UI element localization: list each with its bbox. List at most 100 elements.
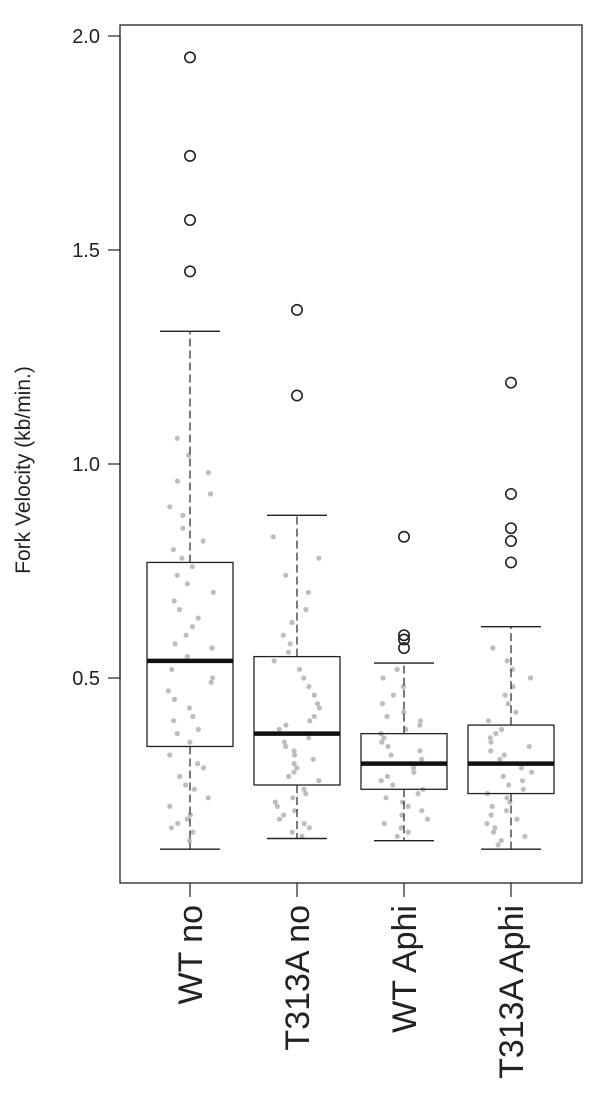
data-point bbox=[210, 675, 216, 681]
data-point bbox=[419, 756, 425, 762]
data-point bbox=[291, 748, 297, 754]
outlier-point bbox=[184, 149, 197, 162]
data-point bbox=[272, 799, 278, 805]
data-point bbox=[384, 713, 390, 720]
data-point bbox=[209, 645, 215, 651]
data-point bbox=[179, 555, 185, 561]
iqr-box bbox=[146, 561, 234, 748]
data-point bbox=[189, 624, 195, 630]
data-point bbox=[290, 795, 296, 801]
data-point bbox=[398, 825, 404, 831]
data-point bbox=[401, 709, 407, 715]
data-point bbox=[301, 786, 307, 792]
data-point bbox=[307, 718, 313, 724]
data-point bbox=[183, 632, 189, 638]
data-point bbox=[500, 773, 506, 780]
data-point bbox=[291, 761, 297, 767]
data-point bbox=[292, 752, 298, 758]
outlier-point bbox=[504, 376, 517, 389]
data-point bbox=[390, 782, 396, 788]
data-point bbox=[294, 765, 300, 771]
outlier-point bbox=[397, 629, 410, 642]
data-point bbox=[378, 778, 384, 784]
data-point bbox=[171, 598, 177, 604]
data-point bbox=[174, 731, 180, 737]
data-point bbox=[281, 739, 287, 745]
data-point bbox=[172, 641, 178, 647]
data-point bbox=[424, 816, 431, 822]
outlier-point bbox=[397, 530, 410, 543]
data-point bbox=[380, 675, 386, 681]
data-point bbox=[176, 606, 183, 613]
data-point bbox=[183, 782, 189, 788]
data-point bbox=[514, 816, 520, 822]
data-point bbox=[167, 752, 173, 758]
data-point bbox=[187, 812, 193, 818]
y-tick-label: 0.5 bbox=[72, 668, 100, 690]
data-point bbox=[287, 641, 293, 647]
data-point bbox=[385, 743, 391, 750]
data-point bbox=[394, 666, 400, 673]
jitter-points bbox=[165, 435, 535, 848]
data-point bbox=[190, 713, 196, 720]
boxes bbox=[146, 51, 555, 850]
data-point bbox=[200, 765, 207, 771]
data-point bbox=[316, 778, 322, 784]
data-point bbox=[519, 778, 526, 784]
data-point bbox=[487, 735, 493, 741]
data-point bbox=[271, 658, 277, 664]
data-point bbox=[417, 748, 423, 754]
data-point bbox=[495, 842, 501, 848]
data-point bbox=[187, 739, 193, 745]
data-point bbox=[184, 581, 190, 587]
data-point bbox=[180, 525, 186, 531]
data-point bbox=[488, 748, 494, 754]
data-point bbox=[301, 675, 307, 681]
data-point bbox=[276, 816, 283, 822]
data-point bbox=[276, 726, 282, 733]
data-point bbox=[390, 692, 396, 698]
data-point bbox=[311, 713, 317, 720]
data-point bbox=[388, 752, 394, 758]
data-point bbox=[498, 838, 504, 844]
data-point bbox=[415, 791, 421, 797]
data-point bbox=[169, 666, 175, 673]
data-point bbox=[205, 470, 211, 476]
data-point bbox=[177, 773, 183, 780]
data-point bbox=[379, 701, 386, 707]
data-point bbox=[518, 765, 525, 771]
data-point bbox=[507, 799, 513, 805]
data-point bbox=[417, 718, 424, 724]
data-point bbox=[405, 803, 411, 810]
data-point bbox=[506, 782, 512, 788]
data-point bbox=[301, 820, 307, 827]
data-point bbox=[305, 589, 311, 596]
outlier-point bbox=[184, 265, 197, 278]
data-point bbox=[191, 786, 197, 792]
data-point bbox=[283, 572, 289, 578]
data-point bbox=[195, 615, 201, 621]
data-point bbox=[311, 692, 317, 698]
data-point bbox=[174, 572, 180, 578]
y-tick-label: 1.0 bbox=[72, 454, 100, 476]
data-point bbox=[316, 555, 322, 561]
outlier-point bbox=[397, 633, 410, 646]
category-label: WT Aphi bbox=[386, 905, 424, 1033]
data-point bbox=[280, 632, 286, 638]
data-point bbox=[527, 675, 534, 681]
data-point bbox=[316, 705, 323, 711]
data-point bbox=[184, 816, 190, 822]
data-point bbox=[505, 701, 511, 707]
data-point bbox=[270, 534, 276, 540]
data-point bbox=[384, 773, 390, 780]
y-axis-title: Fork Velocity (kb/min.) bbox=[12, 366, 35, 574]
data-point bbox=[289, 829, 295, 835]
data-point bbox=[184, 654, 190, 660]
data-point bbox=[289, 619, 295, 626]
category-label: T313A Aphi bbox=[493, 905, 531, 1079]
data-point bbox=[167, 803, 173, 810]
data-point bbox=[186, 705, 192, 711]
outlier-point bbox=[504, 522, 517, 535]
data-point bbox=[513, 709, 519, 715]
